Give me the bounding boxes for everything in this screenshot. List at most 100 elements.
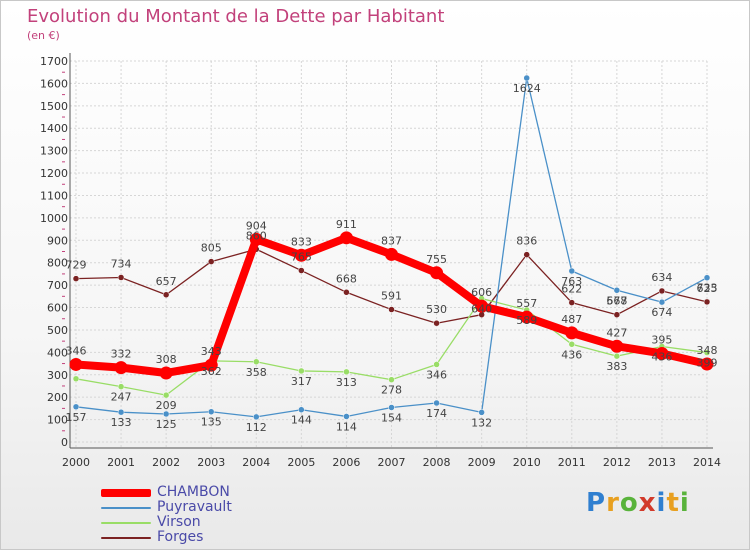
data-label-chambon: 487: [561, 313, 582, 326]
data-point-chambon: [700, 357, 714, 371]
data-label-virson: 362: [201, 365, 222, 378]
y-tick-label: 900: [47, 234, 68, 247]
x-tick-label: 2000: [62, 456, 90, 469]
data-point-puyravault: [298, 406, 305, 413]
data-point-virson: [433, 361, 440, 368]
x-tick-label: 2010: [513, 456, 541, 469]
data-label-puyravault: 174: [426, 407, 447, 420]
data-label-forges: 836: [516, 235, 537, 248]
data-label-forges: 860: [246, 229, 267, 242]
data-label-virson: 209: [156, 399, 177, 412]
data-point-forges: [658, 287, 666, 295]
unit-label: (en €): [27, 29, 60, 42]
data-label-forges: 530: [426, 303, 447, 316]
data-point-chambon: [249, 232, 263, 246]
data-point-puyravault: [207, 408, 215, 415]
data-point-chambon: [339, 231, 353, 245]
data-label-virson: 436: [561, 348, 582, 361]
data-point-puyravault: [72, 403, 80, 411]
data-label-puyravault: 112: [246, 421, 267, 434]
y-tick-label: 800: [47, 257, 68, 270]
x-tick-label: 2007: [378, 456, 406, 469]
data-point-virson: [117, 383, 125, 390]
data-point-forges: [162, 291, 170, 299]
data-point-virson: [162, 391, 170, 399]
x-tick-label: 2012: [603, 456, 631, 469]
data-label-chambon: 308: [156, 353, 177, 366]
x-tick-label: 2008: [423, 456, 451, 469]
y-tick-label: 1100: [40, 189, 68, 202]
data-label-chambon: 395: [651, 333, 672, 346]
y-tick-label: 1200: [40, 167, 68, 180]
data-label-chambon: 557: [516, 297, 537, 310]
data-label-forges: 657: [156, 275, 177, 288]
data-label-chambon: 904: [246, 219, 267, 232]
data-point-puyravault: [478, 409, 485, 416]
data-point-virson: [343, 368, 350, 376]
data-point-chambon: [430, 266, 444, 280]
data-label-puyravault: 763: [561, 275, 582, 288]
data-point-puyravault: [568, 267, 576, 275]
data-label-forges: 625: [697, 282, 718, 295]
data-label-forges: 805: [201, 242, 222, 255]
data-point-forges: [703, 298, 711, 306]
y-tick-label: 1400: [40, 122, 68, 135]
data-label-chambon: 833: [291, 235, 312, 248]
legend-label-forges: Forges: [157, 529, 204, 545]
x-tick-label: 2014: [693, 456, 721, 469]
data-point-virson: [568, 341, 576, 348]
data-point-puyravault: [433, 399, 440, 407]
y-tick-label: 700: [47, 279, 68, 292]
data-point-forges: [117, 274, 125, 281]
data-label-virson: 313: [336, 376, 357, 389]
data-point-forges: [613, 311, 621, 318]
y-tick-label: 600: [47, 302, 68, 315]
data-label-chambon: 346: [66, 344, 87, 357]
data-point-puyravault: [613, 287, 621, 294]
x-tick-label: 2002: [152, 456, 180, 469]
data-label-chambon: 755: [426, 253, 447, 266]
data-point-forges: [298, 267, 305, 274]
data-point-chambon: [69, 357, 83, 371]
x-tick-label: 2001: [107, 456, 135, 469]
legend-swatch-forges: [101, 537, 151, 539]
data-label-puyravault: 144: [291, 414, 312, 427]
data-label-chambon: 343: [201, 345, 222, 358]
data-point-chambon: [565, 326, 579, 340]
data-label-puyravault: 125: [156, 418, 177, 431]
data-point-puyravault: [703, 274, 711, 281]
data-label-chambon: 837: [381, 234, 402, 247]
data-point-chambon: [294, 248, 308, 262]
data-point-puyravault: [162, 410, 170, 418]
data-point-virson: [613, 352, 621, 360]
y-tick-label: 500: [47, 324, 68, 337]
x-tick-label: 2013: [648, 456, 676, 469]
data-point-puyravault: [253, 413, 260, 421]
data-point-virson: [388, 376, 395, 383]
legend-swatch-chambon: [101, 489, 151, 497]
x-tick-label: 2004: [242, 456, 270, 469]
data-label-puyravault: 733: [697, 282, 718, 295]
data-label-virson: 278: [381, 384, 402, 397]
data-label-virson: 399: [697, 357, 718, 370]
legend-swatch-puyravault: [101, 507, 151, 509]
data-point-forges: [433, 319, 440, 327]
y-tick-label: 1300: [40, 145, 68, 158]
legend-swatch-virson: [101, 522, 151, 524]
data-label-puyravault: 154: [381, 411, 402, 424]
data-label-puyravault: 132: [471, 416, 492, 429]
data-point-chambon: [655, 346, 669, 360]
legend-label-puyravault: Puyravault: [157, 499, 232, 515]
data-label-puyravault: 133: [111, 416, 132, 429]
data-label-puyravault: 677: [606, 294, 627, 307]
x-tick-label: 2003: [197, 456, 225, 469]
y-tick-label: 1700: [40, 55, 68, 68]
data-point-forges: [523, 251, 530, 258]
legend-label-virson: Virson: [157, 514, 201, 530]
data-label-virson: 317: [291, 375, 312, 388]
data-label-puyravault: 157: [66, 411, 87, 424]
data-point-chambon: [159, 366, 173, 380]
data-label-virson: 346: [426, 368, 447, 381]
data-label-forges: 734: [111, 257, 132, 270]
data-point-chambon: [114, 361, 128, 375]
